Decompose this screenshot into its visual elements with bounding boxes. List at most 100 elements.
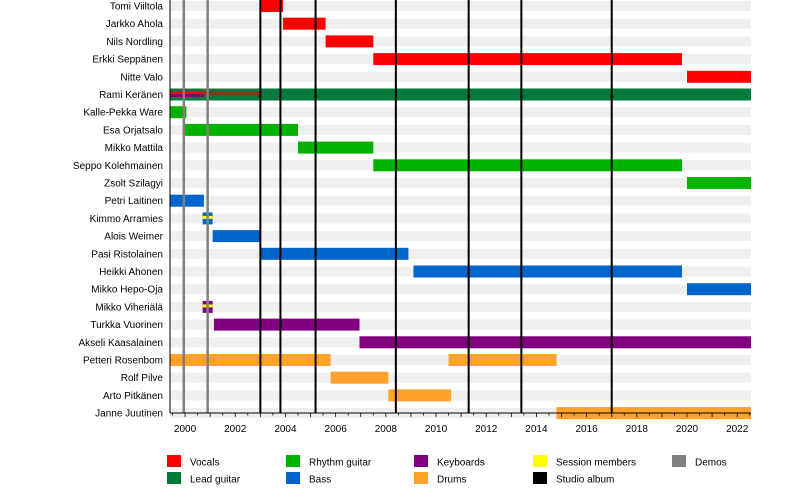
member-name-mikko-mattila: Mikko Mattila: [105, 143, 164, 154]
member-name-rami-keranen: Rami Keränen: [99, 90, 163, 101]
row-background-turkka-vuorinen: [170, 319, 751, 330]
bar-akseli-kaasalainen-keyboards-0: [359, 336, 751, 349]
bar-pasi-ristolainen-bass-0: [260, 247, 409, 260]
row-background-mikko-viheriala: [170, 301, 751, 312]
bar-mikko-mattila-rhythm-guitar-0: [297, 141, 374, 154]
legend-swatch-drums: [414, 472, 428, 484]
member-name-akseli-kaasalainen: Akseli Kaasalainen: [79, 338, 164, 349]
member-name-nitte-valo: Nitte Valo: [120, 72, 163, 83]
bar-kalle-pekka-ware-rhythm-guitar-0: [170, 106, 187, 119]
bar-mikko-hepo-oja-bass-0: [687, 283, 751, 296]
bar-nils-nordling-vocals-0: [325, 35, 374, 48]
row-background-tomi-viiltola: [170, 1, 751, 11]
row-background-alois-weimer: [170, 231, 751, 242]
row-background-zsolt-szilagyi: [170, 178, 751, 188]
legend-swatch-keyboards: [414, 455, 428, 467]
legend-swatch-studio-album: [533, 472, 547, 484]
legend-label-bass: Bass: [309, 475, 331, 486]
member-name-tomi-viiltola: Tomi Viiltola: [110, 2, 164, 13]
member-name-janne-juutinen: Janne Juutinen: [95, 409, 163, 420]
row-background-mikko-hepo-oja: [170, 284, 751, 295]
x-tick-label-2014: 2014: [525, 424, 548, 435]
x-tick-label-2004: 2004: [274, 424, 297, 435]
member-name-heikki-ahonen: Heikki Ahonen: [99, 267, 163, 278]
row-background-pasi-ristolainen: [170, 248, 751, 259]
bar-erkki-seppanen-vocals-0: [373, 53, 682, 66]
x-tick-label-2018: 2018: [626, 424, 649, 435]
bar-rami-keranen-vocals-1: [170, 92, 204, 95]
bar-nitte-valo-vocals-0: [687, 70, 751, 83]
x-tick-label-2000: 2000: [174, 424, 197, 435]
member-name-mikko-viheriala: Mikko Viheriälä: [95, 302, 163, 313]
member-name-erkki-seppanen: Erkki Seppänen: [92, 55, 163, 66]
bar-rolf-pilve-drums-0: [330, 371, 389, 384]
legend-swatch-session-members: [533, 455, 547, 467]
member-name-arto-pitkanen: Arto Pitkänen: [103, 391, 163, 402]
x-tick-label-2016: 2016: [575, 424, 598, 435]
row-background-kimmo-arramies: [170, 213, 751, 224]
row-background-mikko-mattila: [170, 142, 751, 153]
bar-petteri-rosenbom-drums-1: [448, 354, 557, 366]
x-axis: 2000 2002 2004 2006 2008 2010 2012 2014 2016 2018…: [169, 0, 751, 435]
legend-label-studio-album: Studio album: [556, 475, 614, 486]
row-background-kalle-pekka-ware: [170, 107, 751, 118]
member-name-rolf-pilve: Rolf Pilve: [121, 373, 164, 384]
member-name-jarkko-ahola: Jarkko Ahola: [106, 19, 164, 30]
x-tick-label-2002: 2002: [224, 424, 247, 435]
legend-label-vocals: Vocals: [190, 458, 219, 469]
member-name-petteri-rosenbom: Petteri Rosenbom: [83, 356, 163, 367]
member-name-pasi-ristolainen: Pasi Ristolainen: [91, 249, 163, 260]
row-background-jarkko-ahola: [170, 18, 751, 29]
row-background-nils-nordling: [170, 36, 751, 47]
row-background-rolf-pilve: [170, 372, 751, 383]
legend-label-lead-guitar: Lead guitar: [190, 475, 241, 486]
member-name-zsolt-szilagyi: Zsolt Szilagyi: [104, 179, 163, 190]
x-tick-label-2008: 2008: [375, 424, 398, 435]
legend-swatch-demos: [672, 455, 686, 467]
release-markers: [182, 0, 613, 413]
legend-swatch-rhythm-guitar: [286, 455, 300, 467]
member-name-mikko-hepo-oja: Mikko Hepo-Oja: [91, 285, 163, 296]
legend: Vocals Lead guitar Rhythm guitar Bass Keyboa…: [167, 455, 727, 486]
row-background-petri-laitinen: [170, 195, 751, 206]
row-background-arto-pitkanen: [170, 390, 751, 401]
bar-alois-weimer-bass-0: [212, 230, 261, 243]
member-name-turkka-vuorinen: Turkka Vuorinen: [90, 320, 163, 331]
member-name-alois-weimer: Alois Weimer: [104, 232, 163, 243]
bar-zsolt-szilagyi-rhythm-guitar-0: [687, 177, 751, 189]
member-names: Tomi Viiltola Jarkko Ahola Nils Nordling Er…: [73, 2, 164, 420]
bar-seppo-kolehmainen-rhythm-guitar-0: [373, 159, 682, 172]
bar-rami-keranen-vocals-2: [203, 92, 261, 95]
x-tick-label-2022: 2022: [726, 424, 749, 435]
legend-swatch-bass: [286, 472, 300, 484]
bar-tomi-viiltola-vocals-0: [260, 0, 283, 12]
legend-swatch-vocals: [167, 455, 181, 467]
legend-label-demos: Demos: [695, 458, 727, 469]
bar-heikki-ahonen-bass-0: [413, 265, 682, 278]
x-tick-label-2006: 2006: [325, 424, 348, 435]
member-name-kimmo-arramies: Kimmo Arramies: [90, 214, 163, 225]
member-name-petri-laitinen: Petri Laitinen: [105, 196, 163, 207]
legend-label-rhythm-guitar: Rhythm guitar: [309, 458, 372, 469]
bar-turkka-vuorinen-keyboards-0: [213, 318, 360, 331]
bar-rami-keranen-keyboards-3: [170, 94, 204, 97]
x-tick-label-2010: 2010: [425, 424, 448, 435]
member-name-nils-nordling: Nils Nordling: [106, 37, 163, 48]
legend-swatch-lead-guitar: [167, 472, 181, 484]
legend-label-drums: Drums: [437, 475, 466, 486]
bar-arto-pitkanen-drums-0: [388, 389, 452, 402]
x-tick-label-2012: 2012: [475, 424, 498, 435]
member-name-esa-orjatsalo: Esa Orjatsalo: [103, 125, 163, 136]
bar-esa-orjatsalo-rhythm-guitar-0: [183, 123, 298, 136]
bar-petri-laitinen-bass-0: [170, 194, 204, 207]
row-background-esa-orjatsalo: [170, 124, 751, 135]
bar-petteri-rosenbom-drums-0: [170, 354, 331, 366]
legend-label-keyboards: Keyboards: [437, 458, 485, 469]
x-tick-label-2020: 2020: [676, 424, 699, 435]
bar-jarkko-ahola-vocals-0: [282, 17, 326, 30]
row-background-nitte-valo: [170, 71, 751, 82]
member-name-kalle-pekka-ware: Kalle-Pekka Ware: [83, 108, 163, 119]
legend-label-session-members: Session members: [556, 458, 636, 469]
member-name-seppo-kolehmainen: Seppo Kolehmainen: [73, 161, 163, 172]
